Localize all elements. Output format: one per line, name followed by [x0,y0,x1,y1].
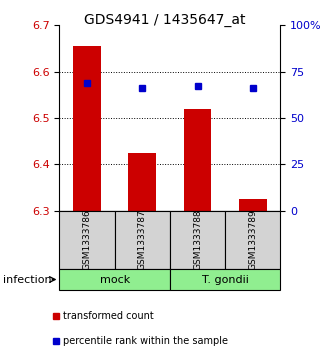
Text: GSM1333789: GSM1333789 [248,209,257,270]
FancyBboxPatch shape [170,269,280,290]
FancyBboxPatch shape [170,211,225,269]
Text: GSM1333786: GSM1333786 [82,209,91,270]
Text: T. gondii: T. gondii [202,274,249,285]
Bar [184,109,212,211]
Text: infection: infection [3,274,52,285]
Text: GDS4941 / 1435647_at: GDS4941 / 1435647_at [84,13,246,27]
Bar [239,199,267,211]
Bar [128,153,156,211]
FancyBboxPatch shape [59,211,115,269]
FancyBboxPatch shape [59,269,170,290]
FancyBboxPatch shape [225,211,280,269]
FancyBboxPatch shape [115,211,170,269]
Text: percentile rank within the sample: percentile rank within the sample [63,336,228,346]
Text: transformed count: transformed count [63,311,153,321]
Text: mock: mock [100,274,130,285]
Text: GSM1333787: GSM1333787 [138,209,147,270]
Text: GSM1333788: GSM1333788 [193,209,202,270]
Bar [73,46,101,211]
